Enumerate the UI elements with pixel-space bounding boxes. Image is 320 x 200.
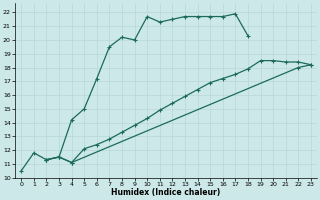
X-axis label: Humidex (Indice chaleur): Humidex (Indice chaleur): [111, 188, 221, 197]
